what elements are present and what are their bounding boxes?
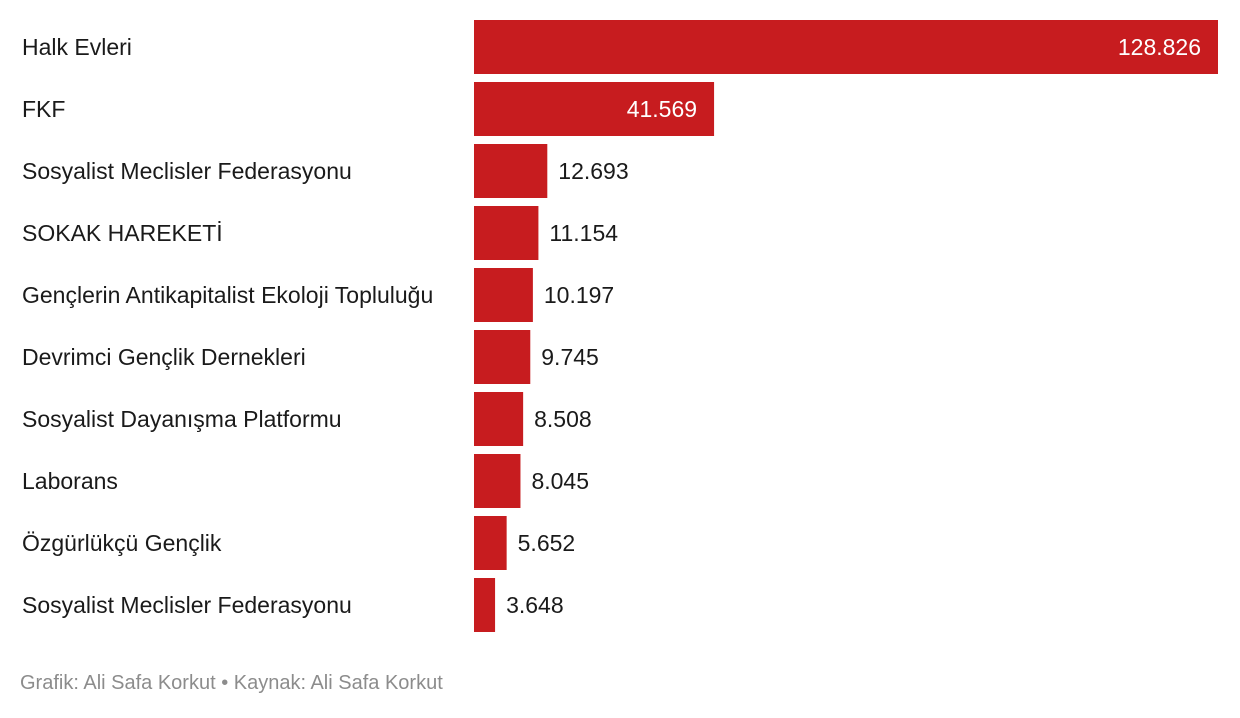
- category-label: Sosyalist Meclisler Federasyonu: [22, 158, 352, 184]
- bar: [474, 144, 548, 198]
- bar: [474, 330, 531, 384]
- value-label: 8.508: [534, 406, 592, 432]
- bar: [474, 454, 521, 508]
- category-label: Halk Evleri: [22, 34, 132, 60]
- value-label: 128.826: [1118, 34, 1201, 60]
- category-label: Gençlerin Antikapitalist Ekoloji Toplulu…: [22, 282, 433, 308]
- value-label: 11.154: [549, 220, 618, 246]
- category-label: Sosyalist Dayanışma Platformu: [22, 406, 342, 432]
- value-label: 8.045: [531, 468, 589, 494]
- value-label: 12.693: [558, 158, 628, 184]
- category-label: SOKAK HAREKETİ: [22, 220, 223, 246]
- category-label: Laborans: [22, 468, 118, 494]
- value-label: 41.569: [627, 96, 697, 122]
- bar: [474, 578, 496, 632]
- bar-chart: Halk Evleri 128.826 FKF 41.569 Sosyalist Mec…: [22, 20, 1218, 632]
- category-label: Sosyalist Meclisler Federasyonu: [22, 592, 352, 618]
- bar: [474, 20, 1218, 74]
- value-label: 10.197: [544, 282, 614, 308]
- chart-footer-credit: Grafik: Ali Safa Korkut • Kaynak: Ali Sa…: [20, 672, 443, 694]
- value-label: 3.648: [506, 592, 564, 618]
- value-label: 9.745: [541, 344, 599, 370]
- bar: [474, 82, 715, 136]
- category-label: Devrimci Gençlik Dernekleri: [22, 344, 306, 370]
- category-label: FKF: [22, 96, 65, 122]
- bar: [474, 206, 539, 260]
- bar: [474, 268, 533, 322]
- bar: [474, 516, 507, 570]
- category-label: Özgürlükçü Gençlik: [22, 530, 222, 556]
- value-label: 5.652: [518, 530, 576, 556]
- bar: [474, 392, 524, 446]
